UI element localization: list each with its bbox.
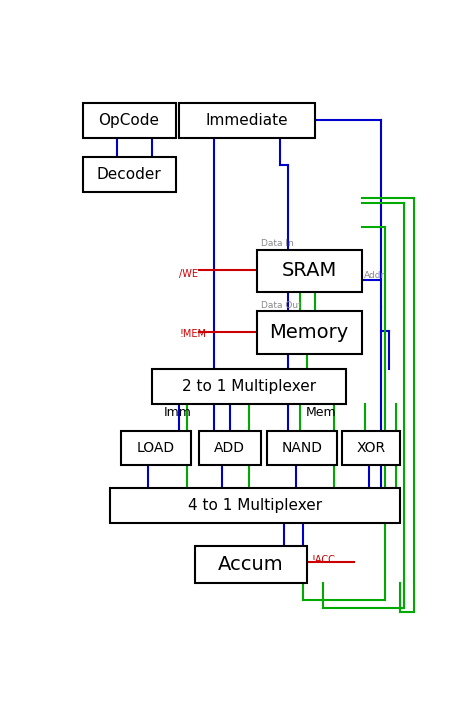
Bar (257, 311, 362, 353)
Text: Accum: Accum (218, 555, 284, 574)
Bar (152, 369, 346, 404)
Text: OpCode: OpCode (99, 113, 159, 128)
Text: Memory: Memory (270, 323, 349, 342)
Text: Data In: Data In (261, 239, 293, 248)
Text: SRAM: SRAM (282, 261, 337, 280)
Text: !ACC: !ACC (311, 555, 335, 565)
Text: 4 to 1 Multiplexer: 4 to 1 Multiplexer (188, 498, 322, 513)
Text: 2 to 1 Multiplexer: 2 to 1 Multiplexer (182, 379, 316, 394)
Bar (82, 103, 175, 138)
Bar (257, 250, 362, 292)
Bar (267, 430, 337, 465)
Bar (121, 430, 191, 465)
Text: NAND: NAND (282, 441, 322, 455)
Bar (342, 430, 400, 465)
Text: !MEM: !MEM (179, 329, 206, 339)
Text: LOAD: LOAD (137, 441, 175, 455)
Text: Mem: Mem (306, 406, 337, 419)
Bar (82, 157, 175, 192)
Bar (199, 430, 261, 465)
Text: /WE: /WE (179, 268, 199, 278)
Text: Imm: Imm (164, 406, 192, 419)
Text: XOR: XOR (356, 441, 386, 455)
Bar (195, 546, 307, 583)
Text: Data Out: Data Out (261, 301, 301, 310)
Text: Immediate: Immediate (206, 113, 289, 128)
Text: Decoder: Decoder (97, 167, 161, 182)
Text: Addr: Addr (364, 271, 385, 280)
Text: ADD: ADD (214, 441, 245, 455)
Bar (109, 489, 400, 523)
Bar (179, 103, 315, 138)
